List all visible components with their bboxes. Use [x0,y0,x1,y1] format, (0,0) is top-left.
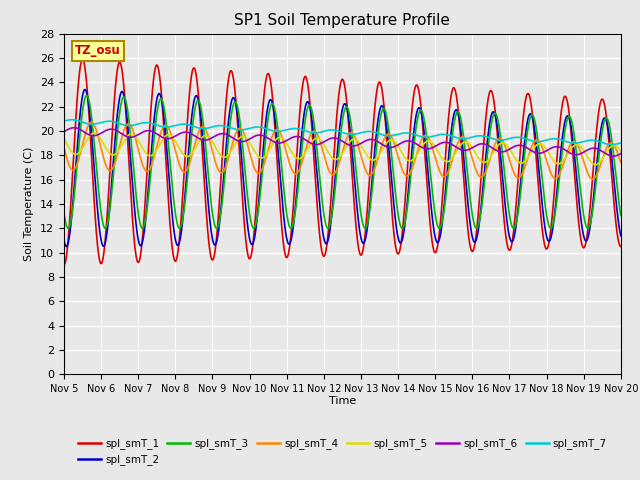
spl_smT_4 [606,140,614,146]
spl_smT_1 [274,167,282,173]
spl_smT_3 [617,213,625,218]
Line: spl_smT_5: spl_smT_5 [64,133,621,165]
spl_smT_6 [70,125,78,131]
spl_smT_4 [274,127,282,132]
Line: spl_smT_4: spl_smT_4 [64,122,621,179]
spl_smT_5 [124,133,132,139]
spl_smT_6 [606,153,614,158]
Line: spl_smT_1: spl_smT_1 [64,60,621,265]
spl_smT_7 [608,142,616,147]
spl_smT_1 [298,88,306,94]
spl_smT_4 [88,120,95,125]
spl_smT_7 [68,117,76,122]
spl_smT_2 [124,123,132,129]
spl_smT_6 [546,146,554,152]
Title: SP1 Soil Temperature Profile: SP1 Soil Temperature Profile [234,13,451,28]
spl_smT_5 [60,136,68,142]
spl_smT_5 [274,135,282,141]
Y-axis label: Soil Temperature (C): Soil Temperature (C) [24,147,35,261]
spl_smT_2 [63,244,70,250]
spl_smT_5 [592,162,600,168]
spl_smT_1 [546,233,554,239]
spl_smT_2 [157,94,164,100]
spl_smT_5 [617,148,625,154]
spl_smT_4 [298,160,306,166]
spl_smT_1 [157,84,164,89]
spl_smT_6 [157,133,164,139]
spl_smT_3 [60,210,68,216]
spl_smT_1 [124,138,132,144]
spl_smT_2 [274,146,282,152]
spl_smT_3 [212,226,220,231]
spl_smT_5 [546,153,554,158]
X-axis label: Time: Time [329,396,356,406]
spl_smT_2 [81,87,89,93]
spl_smT_5 [90,130,98,136]
spl_smT_6 [274,140,282,146]
Line: spl_smT_6: spl_smT_6 [64,128,621,156]
spl_smT_6 [609,153,617,159]
spl_smT_2 [298,129,306,134]
spl_smT_1 [617,244,625,250]
spl_smT_7 [274,129,282,134]
spl_smT_3 [547,225,554,231]
spl_smT_3 [157,96,164,102]
spl_smT_1 [606,152,614,158]
spl_smT_5 [298,154,306,160]
spl_smT_2 [60,238,68,243]
spl_smT_1 [79,57,86,62]
spl_smT_4 [546,168,554,174]
spl_smT_2 [606,141,614,147]
spl_smT_7 [60,118,68,124]
spl_smT_4 [124,121,132,127]
spl_smT_2 [617,233,625,239]
spl_smT_7 [546,136,554,142]
spl_smT_4 [60,144,68,150]
spl_smT_3 [124,108,132,114]
Legend: spl_smT_1, spl_smT_2, spl_smT_3, spl_smT_4, spl_smT_5, spl_smT_6, spl_smT_7: spl_smT_1, spl_smT_2, spl_smT_3, spl_smT… [74,434,611,469]
spl_smT_1 [60,262,68,268]
spl_smT_3 [83,93,90,98]
spl_smT_3 [298,144,306,150]
Line: spl_smT_2: spl_smT_2 [64,90,621,247]
spl_smT_3 [606,127,614,132]
spl_smT_2 [547,237,554,242]
spl_smT_6 [298,135,306,141]
spl_smT_4 [157,130,164,135]
spl_smT_3 [274,127,282,132]
Text: TZ_osu: TZ_osu [75,44,121,57]
spl_smT_5 [157,140,164,145]
spl_smT_4 [589,176,596,182]
spl_smT_5 [606,144,614,150]
spl_smT_7 [617,140,625,146]
spl_smT_7 [298,127,306,132]
spl_smT_7 [157,123,164,129]
spl_smT_7 [124,123,132,129]
spl_smT_6 [124,134,132,140]
spl_smT_6 [617,151,625,156]
spl_smT_4 [617,160,625,166]
spl_smT_7 [606,142,614,147]
Line: spl_smT_3: spl_smT_3 [64,96,621,228]
spl_smT_6 [60,129,68,134]
Line: spl_smT_7: spl_smT_7 [64,120,621,144]
